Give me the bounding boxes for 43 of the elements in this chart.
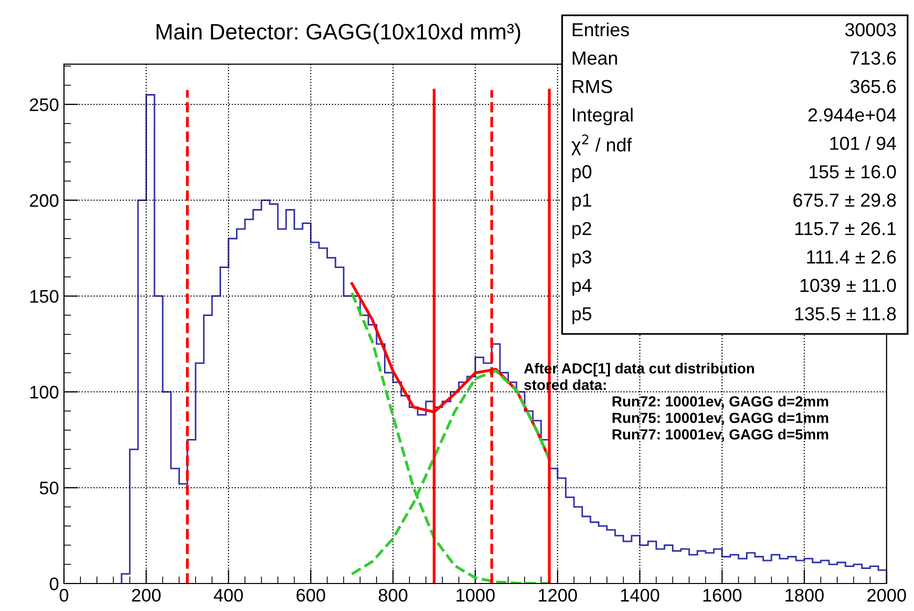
- x-tick-label: 1800: [786, 588, 824, 602]
- annotation: p0: [572, 165, 592, 182]
- x-tick-label: 600: [296, 588, 326, 602]
- annotation: p1: [572, 194, 592, 211]
- annotation: 155 ± 16.0: [810, 165, 896, 178]
- y-tick-label: 100: [30, 386, 58, 399]
- x-tick-label: 400: [214, 588, 243, 602]
- x-tick-label: 1600: [703, 588, 742, 602]
- y-tick-label: 250: [30, 98, 58, 112]
- x-tick-label: 2000: [867, 588, 906, 602]
- annotation: 1039 ± 11.0: [800, 278, 896, 292]
- annotation: 111.4 ± 2.6: [807, 250, 896, 264]
- annotation: Run77: 10001ev, GAGG d=5mm: [612, 428, 828, 442]
- annotation: 115.7 ± 26.1: [795, 222, 896, 236]
- annotation: 365.6: [850, 80, 896, 94]
- chart-title: Main Detector: GAGG(10x10xd mm³): [156, 23, 520, 44]
- x-tick-label: 1400: [621, 588, 660, 602]
- x-tick-label: 200: [132, 588, 161, 602]
- y-tick-label: 50: [40, 482, 58, 494]
- text: Entries: [572, 22, 629, 36]
- x-tick-label: 800: [378, 588, 408, 602]
- annotation: 2.944e+04: [808, 108, 896, 122]
- annotation: χ$^{2}$ / ndf: [571, 134, 632, 156]
- y-tick-label: 150: [30, 290, 58, 303]
- annotation: Integral: [572, 108, 633, 126]
- annotation: 135.5 ± 11.8: [795, 307, 896, 320]
- annotation: p3: [572, 250, 592, 268]
- y-tick-label: 200: [30, 194, 58, 207]
- annotation: Mean: [572, 52, 617, 65]
- annotation: 713.6: [850, 51, 896, 65]
- annotation: Run75: 10001ev, GAGG d=1mm: [612, 412, 828, 426]
- annotation: Run72: 10001ev, GAGG d=2mm: [612, 396, 828, 409]
- y-tick-label: 0: [50, 577, 58, 590]
- x-tick-label: 1200: [538, 588, 577, 602]
- text: 30003: [845, 23, 896, 36]
- annotation: 101 / 94: [830, 136, 896, 150]
- annotation: p4: [572, 278, 592, 296]
- annotation: p5: [572, 307, 592, 324]
- annotation: RMS: [572, 80, 612, 94]
- annotation: 675.7 ± 29.8: [793, 194, 896, 207]
- x-tick-label: 1000: [456, 588, 495, 602]
- x-tick-label: 0: [60, 588, 68, 602]
- annotation: p2: [572, 222, 592, 239]
